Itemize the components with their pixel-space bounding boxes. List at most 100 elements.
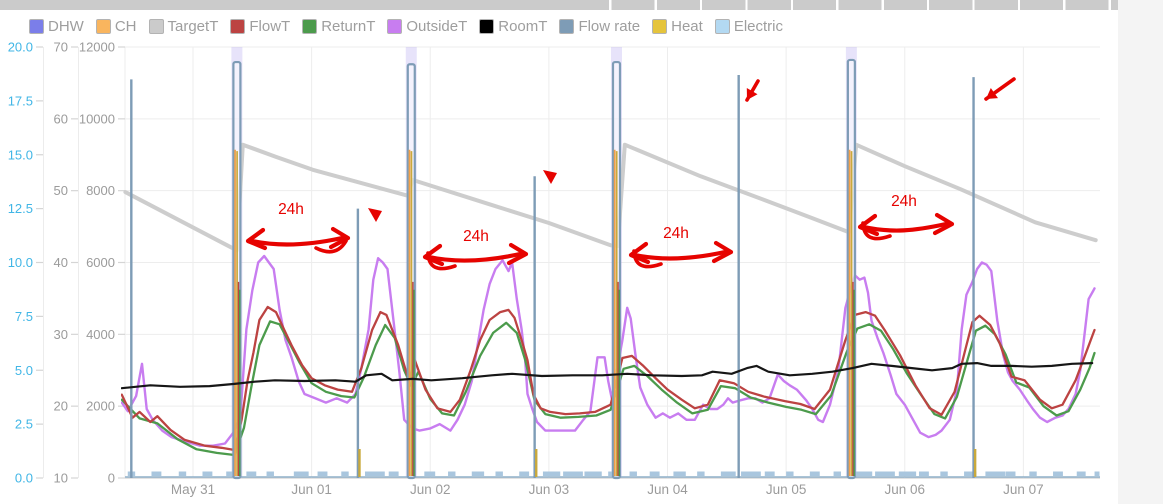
y-axis1-tick-label: 10.0: [8, 255, 33, 270]
x-axis-tick-label: Jun 04: [647, 482, 688, 497]
legend-swatch-heat: [652, 19, 668, 34]
baseline-activity-dash: [178, 471, 187, 476]
y-axis1-tick-label: 17.5: [8, 93, 33, 108]
y-axis2-tick-label: 50: [54, 183, 68, 198]
baseline-activity-dash: [809, 471, 820, 476]
legend-label-heat: Heat: [671, 18, 703, 35]
baseline-activity-dash: [341, 471, 349, 476]
baseline-activity-dash: [918, 471, 929, 476]
annotation-pointer-wedge: [368, 208, 382, 222]
legend-swatch-electric: [714, 19, 730, 34]
baseline-activity-dash: [317, 471, 328, 476]
legend-item-ch[interactable]: CH: [95, 18, 137, 35]
chart-legend: DHW CH TargetT FlowT ReturnT OutsideT RoomT Flo…: [29, 18, 783, 35]
y-axis1-tick-label: 12.5: [8, 201, 33, 216]
y-axis1-tick-label: 0.0: [15, 471, 33, 486]
baseline-activity-dash: [388, 471, 399, 476]
baseline-activity-dash: [764, 471, 775, 476]
legend-swatch-returnt: [302, 19, 318, 34]
legend-label-roomt: RoomT: [498, 18, 548, 35]
annotation-24h-label: 24h: [891, 193, 917, 210]
baseline-activity-dash: [940, 471, 948, 476]
legend-item-dhw[interactable]: DHW: [29, 18, 84, 35]
baseline-activity-dash: [471, 471, 485, 476]
baseline-activity-dash: [448, 471, 456, 476]
baseline-activity-dash: [424, 471, 436, 476]
baseline-activity-dash: [563, 471, 583, 476]
annotation-24h-label: 24h: [463, 228, 489, 245]
x-axis-tick-label: Jun 01: [291, 482, 332, 497]
baseline-activity-dash: [673, 471, 686, 476]
annotation-24h-double-arrow: [422, 242, 529, 271]
legend-swatch-dhw: [29, 19, 44, 34]
annotation-pointer-arrow: [745, 79, 760, 102]
legend-swatch-flow-rate: [559, 19, 575, 34]
annotation-24h-label: 24h: [663, 225, 689, 242]
plot-area[interactable]: [125, 47, 1100, 478]
baseline-activity-dash: [542, 471, 561, 476]
baseline-activity-dash: [1053, 471, 1063, 476]
series-roomt-line: [121, 362, 1094, 390]
legend-label-electric: Electric: [733, 18, 783, 35]
y-axis1-tick-label: 20.0: [8, 40, 33, 55]
x-axis-tick-label: Jun 06: [884, 482, 925, 497]
annotation-24h-double-arrow: [628, 240, 734, 269]
baseline-activity-dash: [1094, 471, 1100, 476]
legend-item-electric[interactable]: Electric: [714, 18, 783, 35]
y-axis3-tick-label: 2000: [86, 399, 115, 414]
baseline-activity-dash: [202, 471, 213, 476]
baseline-activity-dash: [720, 471, 736, 476]
y-axis1-tick-label: 7.5: [15, 309, 33, 324]
y-axis3-tick-label: 0: [108, 471, 115, 486]
baseline-activity-dash: [365, 471, 385, 476]
y-axis2-tick-label: 10: [54, 471, 68, 486]
series-flowt-line: [121, 305, 1096, 452]
x-axis-tick-label: Jun 07: [1003, 482, 1044, 497]
legend-item-flow-rate[interactable]: Flow rate: [559, 18, 640, 35]
y-axis1-tick-label: 2.5: [15, 417, 33, 432]
legend-item-roomt[interactable]: RoomT: [479, 18, 547, 35]
baseline-activity-dash: [1005, 471, 1016, 476]
y-axis3-tick-label: 12000: [79, 40, 115, 55]
dhw-heatup-bar: [846, 58, 856, 480]
right-gutter-panel: [1118, 0, 1163, 504]
legend-item-heat[interactable]: Heat: [652, 18, 703, 35]
legend-label-outsidet: OutsideT: [406, 18, 468, 35]
baseline-activity-dash: [964, 471, 977, 476]
legend-label-ch: CH: [114, 18, 137, 35]
baseline-activity-dash: [1029, 471, 1037, 476]
legend-label-flow-rate: Flow rate: [578, 18, 641, 35]
legend-swatch-roomt: [479, 19, 495, 34]
legend-item-flowt[interactable]: FlowT: [230, 18, 290, 35]
y-axis2-tick-label: 40: [54, 255, 68, 270]
y-axis3-tick-label: 10000: [79, 111, 115, 126]
y-axis2-tick-label: 70: [54, 40, 68, 55]
baseline-activity-dash: [649, 471, 660, 476]
legend-item-outsidet[interactable]: OutsideT: [387, 18, 467, 35]
y-axis2-tick-label: 30: [54, 327, 68, 342]
baseline-activity-dash: [519, 471, 530, 476]
annotation-24h-double-arrow: [857, 212, 955, 241]
baseline-activity-dash: [151, 471, 162, 476]
y-axis2-tick-label: 60: [54, 111, 68, 126]
legend-label-flowt: FlowT: [249, 18, 291, 35]
annotation-pointer-wedge: [543, 170, 557, 184]
legend-item-targett[interactable]: TargetT: [148, 18, 218, 35]
x-axis-tick-label: Jun 03: [529, 482, 570, 497]
legend-label-returnt: ReturnT: [321, 18, 376, 35]
baseline-activity-dash: [854, 471, 873, 476]
annotation-pointer-arrow: [984, 77, 1016, 101]
y-axis1-tick-label: 5.0: [15, 363, 33, 378]
baseline-activity-dash: [293, 471, 309, 476]
annotation-24h-label: 24h: [278, 201, 304, 218]
series-outsidet-line: [121, 254, 1096, 447]
baseline-activity-dash: [898, 471, 917, 476]
legend-swatch-outsidet: [387, 19, 403, 34]
legend-item-returnt[interactable]: ReturnT: [302, 18, 375, 35]
dhw-heatup-bar: [232, 60, 242, 480]
baseline-activity-dash: [833, 471, 841, 476]
annotation-24h-double-arrow: [245, 226, 351, 254]
baseline-activity-dash: [266, 471, 274, 476]
